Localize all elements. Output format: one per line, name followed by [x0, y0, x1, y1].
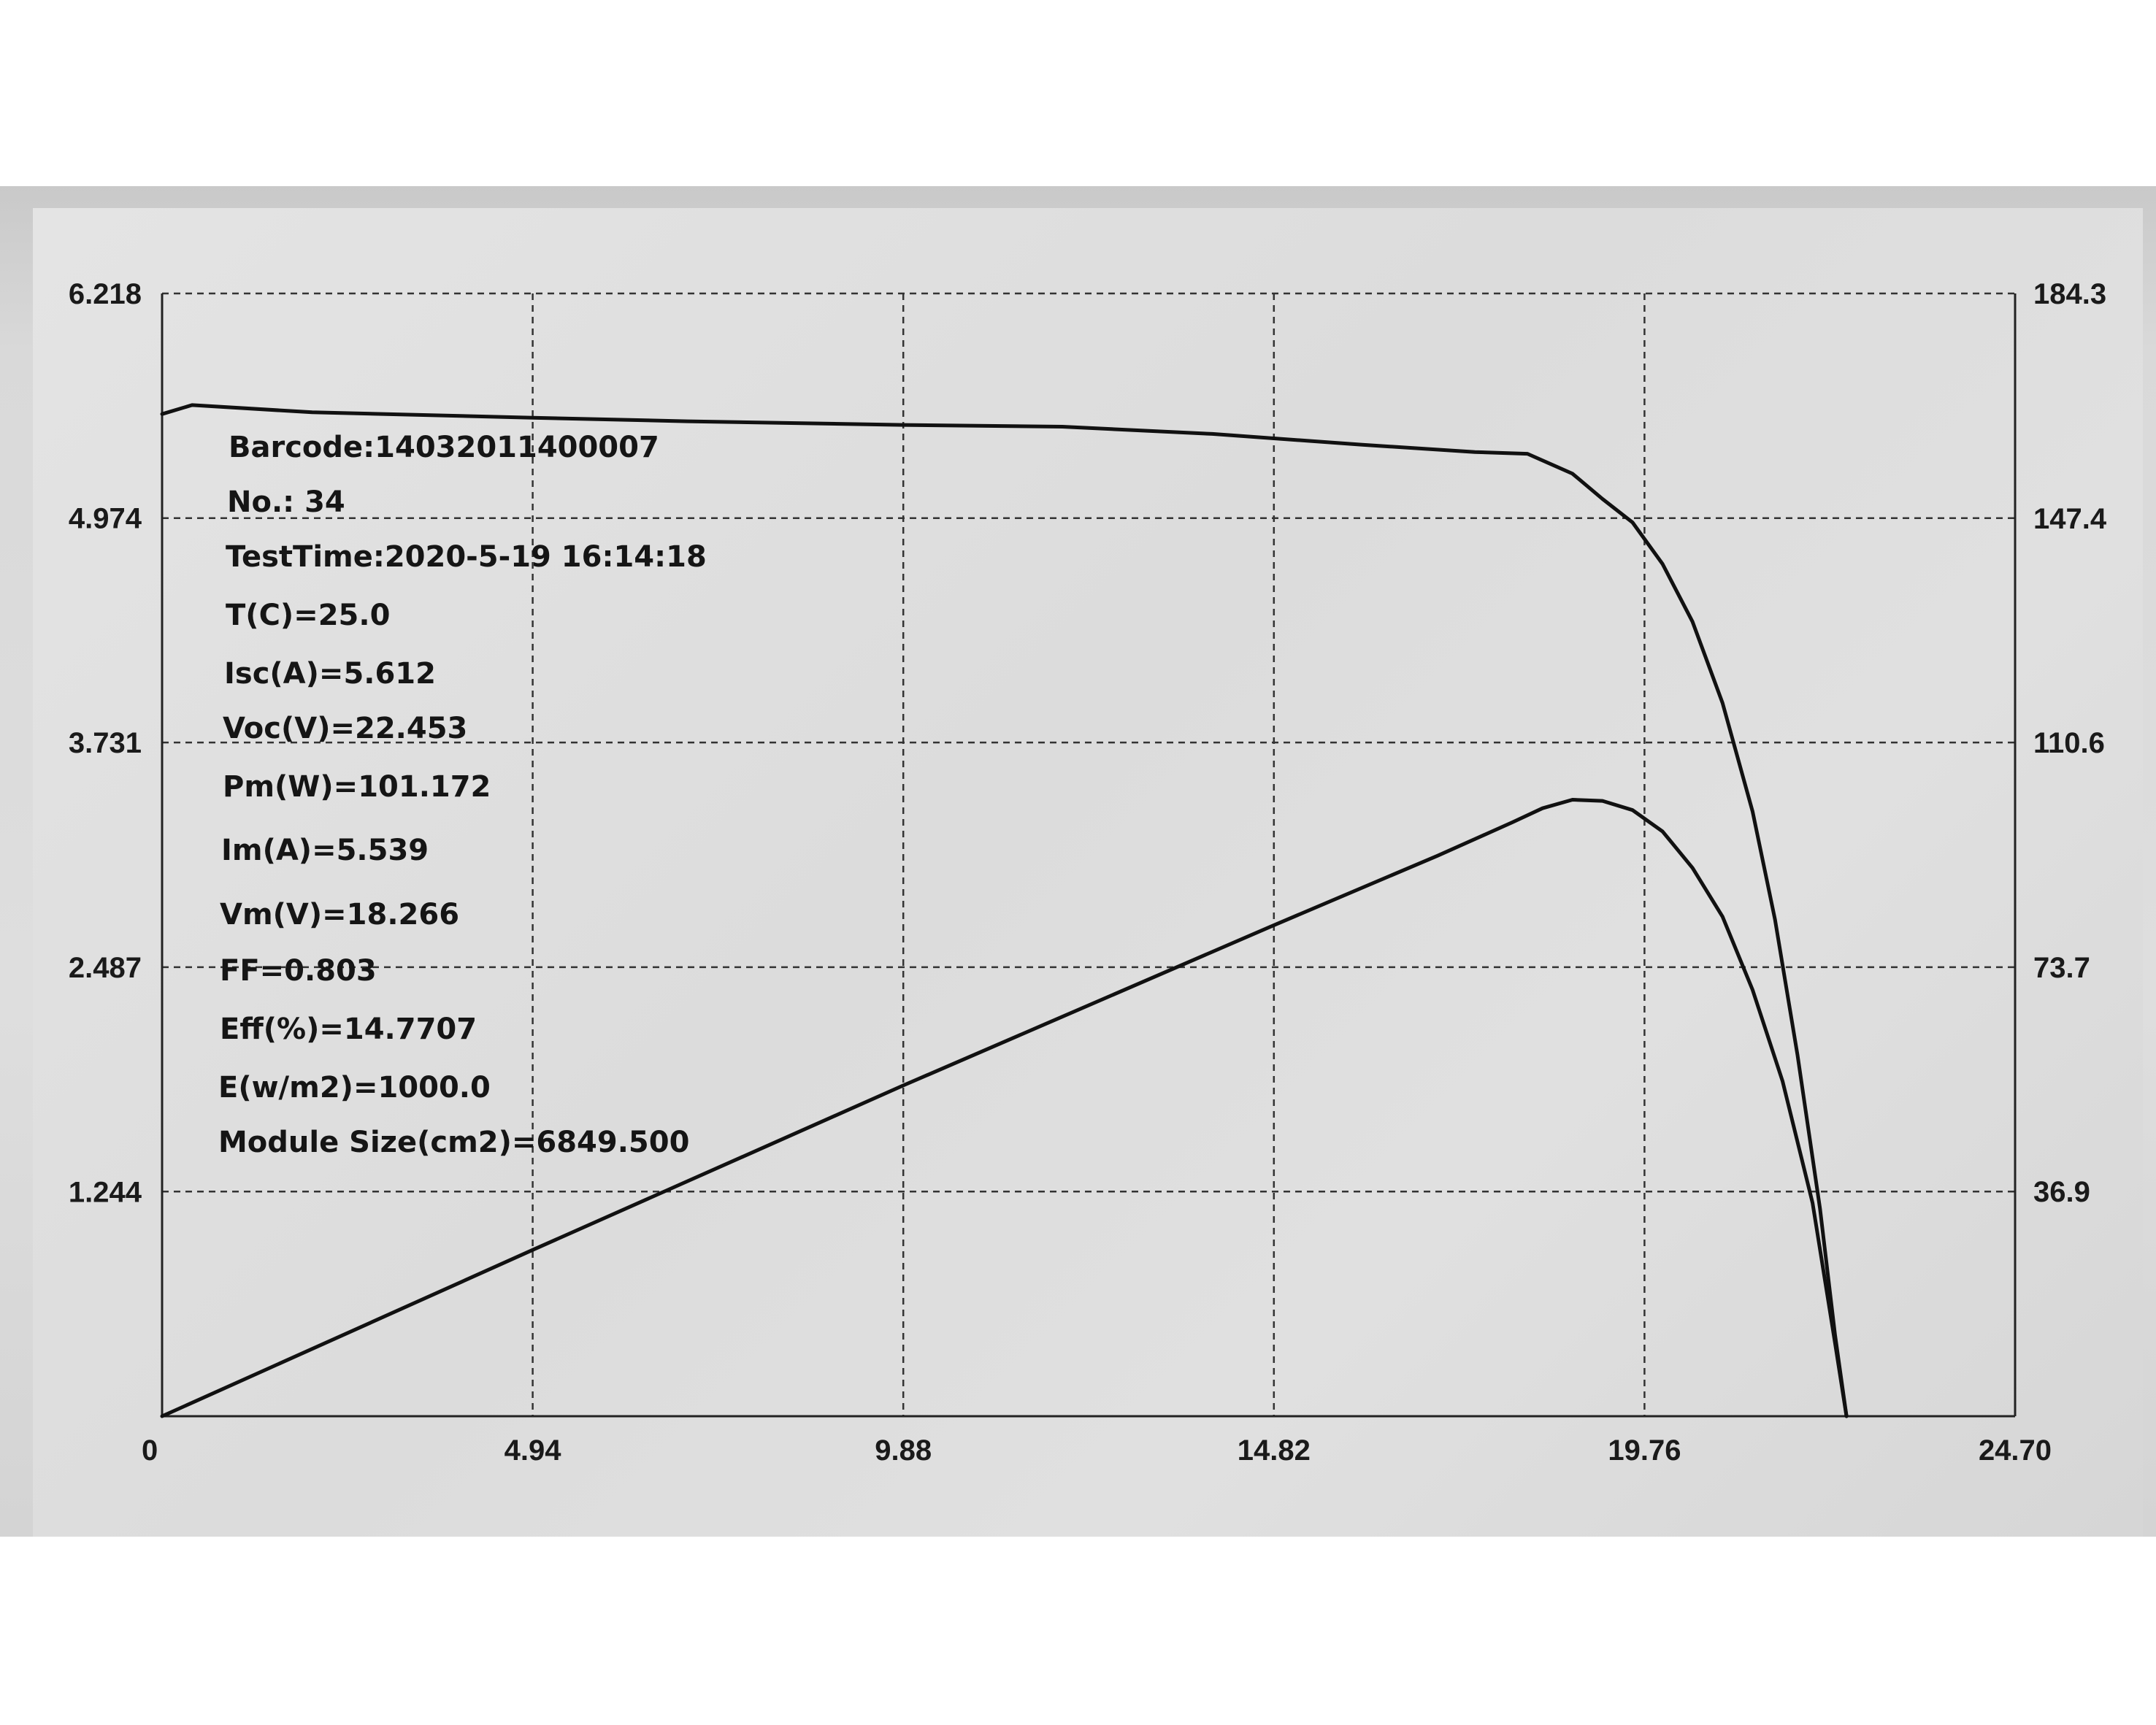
iv-curve — [160, 403, 1849, 1418]
right-y-tick-label: 147.4 — [2033, 503, 2107, 535]
info-test-time: TestTime:2020-5-19 16:14:18 — [226, 540, 707, 574]
info-im: Im(A)=5.539 — [221, 834, 429, 867]
x-tick-label: 4.94 — [505, 1434, 562, 1467]
right-y-tick-label: 110.6 — [2033, 727, 2105, 759]
info-eff: Eff(%)=14.7707 — [220, 1013, 477, 1046]
info-number: No.: 34 — [227, 485, 345, 519]
left-y-tick-label: 3.731 — [69, 727, 142, 759]
info-pm: Pm(W)=101.172 — [223, 770, 491, 804]
right-y-tick-label: 73.7 — [2033, 952, 2090, 984]
info-vm: Vm(V)=18.266 — [220, 898, 459, 931]
right-y-tick-label: 36.9 — [2033, 1176, 2090, 1208]
left-y-tick-label: 6.218 — [69, 278, 142, 310]
info-isc: Isc(A)=5.612 — [224, 657, 436, 691]
x-tick-label: 14.82 — [1238, 1434, 1311, 1467]
right-y-tick-label: 184.3 — [2033, 278, 2106, 310]
x-tick-label: 24.70 — [1979, 1434, 2052, 1467]
info-barcode: Barcode:14032011400007 — [229, 431, 659, 464]
x-tick-label: 0 — [142, 1434, 158, 1467]
left-y-tick-label: 4.974 — [69, 503, 142, 535]
info-temperature: T(C)=25.0 — [226, 599, 390, 632]
grid-lines — [162, 292, 2015, 1416]
info-ff: FF=0.803 — [220, 954, 377, 988]
pv-curve — [160, 798, 1849, 1418]
measurement-info: Barcode:14032011400007 No.: 34 TestTime:… — [218, 431, 707, 1159]
info-voc: Voc(V)=22.453 — [223, 712, 467, 745]
info-module-size: Module Size(cm2)=6849.500 — [218, 1126, 689, 1159]
x-tick-label: 19.76 — [1608, 1434, 1681, 1467]
tick-labels: 0 4.94 9.88 14.82 19.76 24.70 6.218 4.974 3.731 2… — [69, 278, 2107, 1467]
info-irradiance: E(w/m2)=1000.0 — [218, 1071, 491, 1104]
left-y-tick-label: 1.244 — [69, 1176, 142, 1208]
x-tick-label: 9.88 — [875, 1434, 932, 1467]
left-y-tick-label: 2.487 — [69, 952, 142, 984]
chart-axes — [161, 293, 2017, 1418]
curves — [160, 403, 1849, 1418]
